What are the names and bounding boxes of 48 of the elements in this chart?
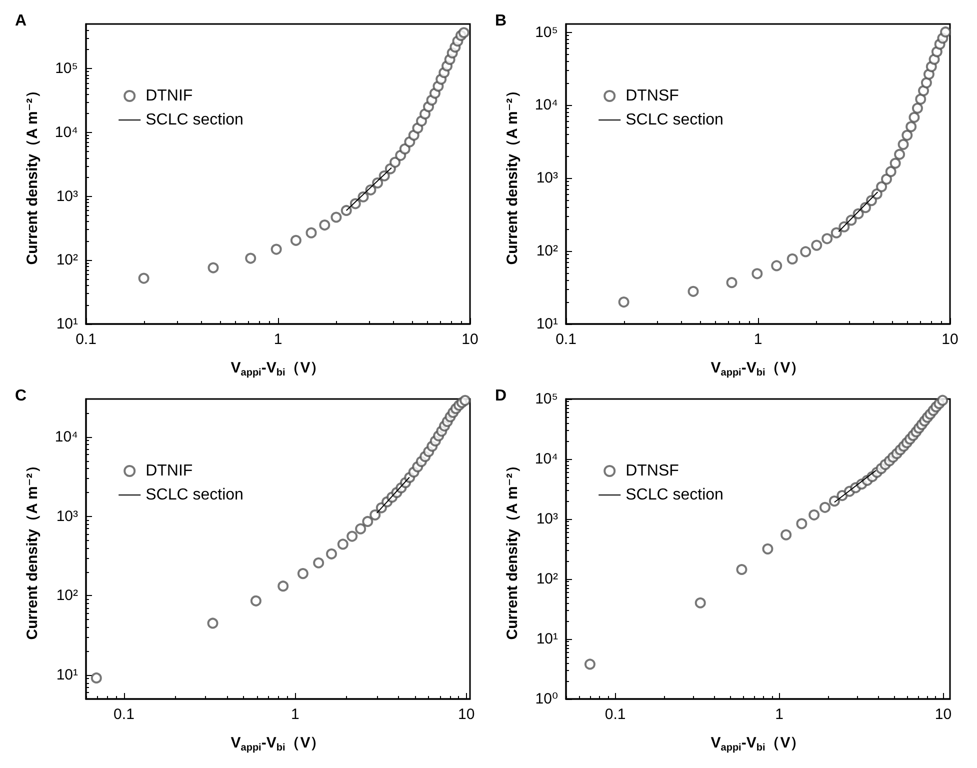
x-tick-label: 1 (291, 706, 300, 723)
legend-label: DTNIF (146, 462, 193, 480)
x-tick-label: 10 (934, 706, 952, 723)
chart-title: D (495, 388, 507, 404)
chart-title: C (15, 388, 27, 404)
legend-label: SCLC section (626, 486, 724, 504)
y-axis-title: Current density（A m⁻²） (24, 458, 41, 640)
y-tick-label: 10⁴ (54, 428, 78, 446)
y-tick-label: 10¹ (536, 630, 558, 648)
y-tick-label: 10² (536, 570, 558, 588)
y-tick-label: 10² (56, 587, 78, 604)
legend-label: DTNIF (146, 88, 193, 104)
x-tick-label: 0.1 (114, 706, 134, 723)
y-axis-title: Current density（A m⁻²） (24, 83, 41, 265)
x-tick-label: 0.1 (556, 331, 576, 348)
y-tick-label: 10² (536, 242, 558, 260)
y-tick-label: 10¹ (536, 316, 558, 332)
x-tick-label: 10 (458, 706, 475, 723)
y-tick-label: 10⁴ (534, 96, 558, 114)
legend-label: SCLC section (146, 112, 244, 128)
y-tick-label: 10⁵ (55, 60, 78, 78)
y-tick-label: 10³ (536, 510, 558, 528)
x-tick-label: 0.1 (76, 331, 96, 348)
x-tick-label: 1 (775, 706, 784, 723)
x-tick-label: 1 (274, 331, 282, 348)
y-tick-label: 10¹ (56, 666, 78, 684)
chart-title: B (495, 12, 507, 30)
y-tick-label: 10¹ (56, 316, 78, 332)
y-axis-title: Current density（A m⁻²） (504, 458, 521, 640)
x-tick-label: 1 (754, 331, 762, 348)
x-tick-label: 10 (462, 331, 478, 348)
legend-label: SCLC section (626, 112, 724, 128)
y-tick-label: 10³ (536, 170, 558, 187)
y-tick-label: 10² (56, 252, 78, 269)
chart-title: A (15, 12, 27, 30)
y-tick-label: 10⁰ (535, 690, 558, 708)
legend-label: DTNSF (626, 88, 680, 104)
y-axis-title: Current density（A m⁻²） (504, 83, 521, 265)
y-tick-label: 10⁴ (54, 124, 78, 141)
x-tick-label: 0.1 (604, 706, 626, 723)
y-tick-label: 10³ (56, 188, 78, 205)
y-tick-label: 10⁵ (535, 390, 558, 408)
legend-label: SCLC section (146, 486, 244, 504)
x-tick-label: 10 (942, 331, 958, 348)
y-tick-label: 10³ (56, 508, 78, 525)
y-tick-label: 10⁴ (534, 450, 558, 468)
legend-label: DTNSF (626, 462, 680, 480)
y-tick-label: 10⁵ (535, 24, 558, 41)
